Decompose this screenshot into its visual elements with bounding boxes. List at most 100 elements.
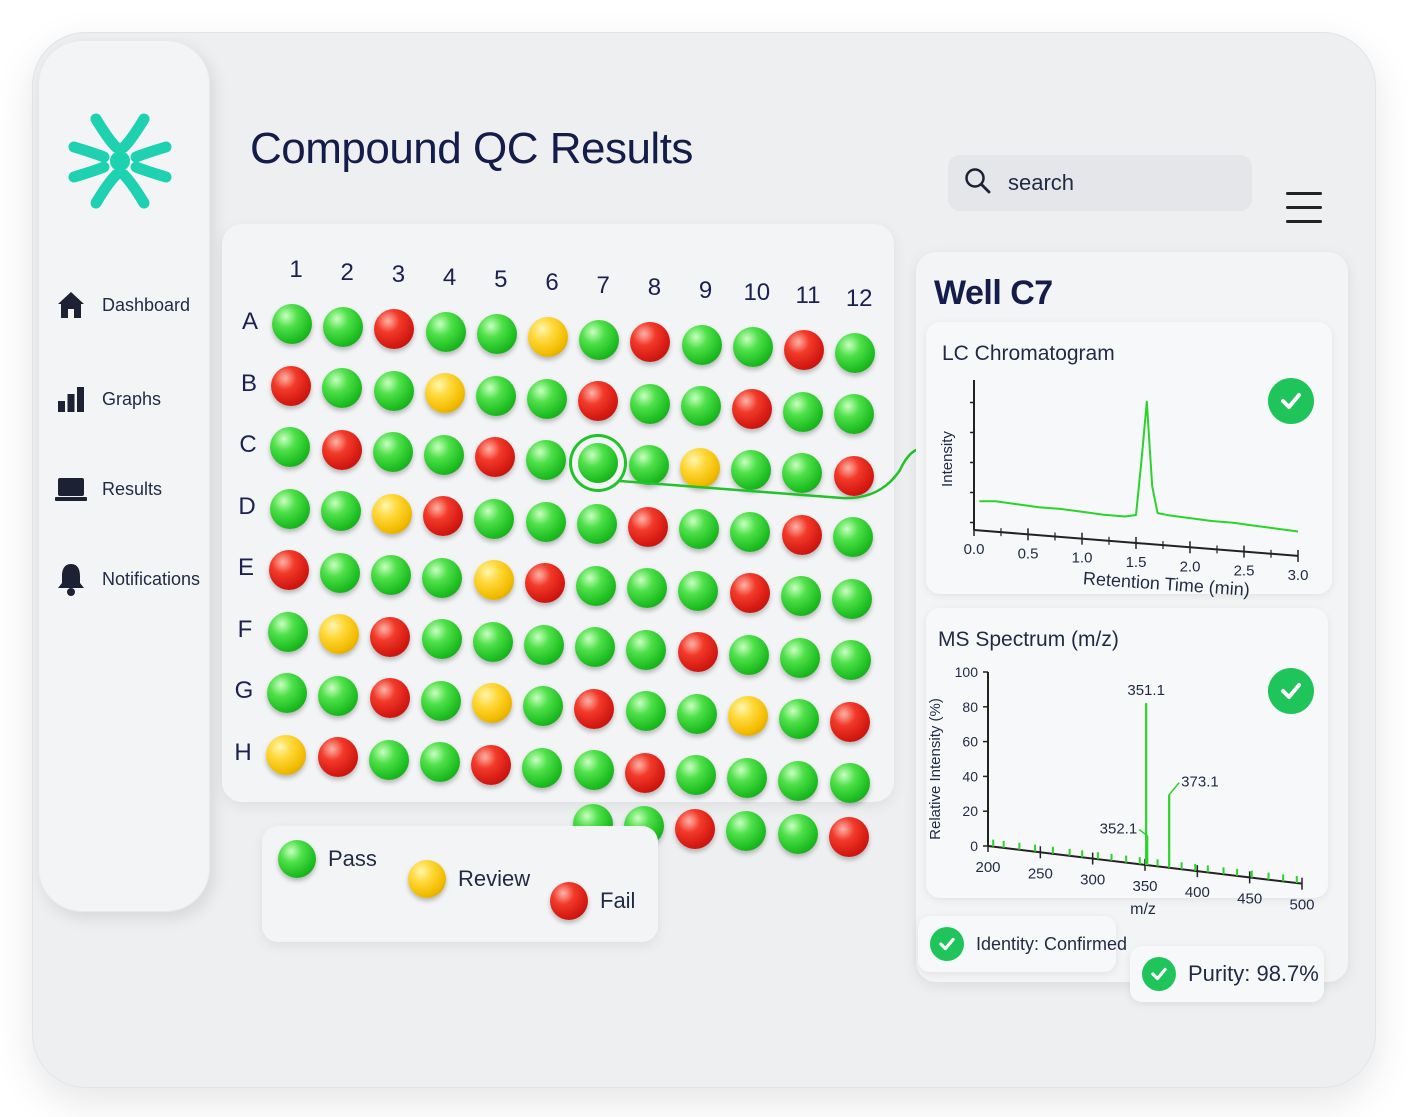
well-C3[interactable] xyxy=(372,432,413,473)
well-B11[interactable] xyxy=(783,391,824,432)
well-D3[interactable] xyxy=(372,493,412,534)
well-A2[interactable] xyxy=(323,306,364,347)
well-D12[interactable] xyxy=(832,517,873,558)
well-H3[interactable] xyxy=(368,739,409,780)
nav-item-results[interactable]: Results xyxy=(54,472,162,506)
well-F9[interactable] xyxy=(677,632,718,673)
well-E10[interactable] xyxy=(729,573,770,614)
well-G8[interactable] xyxy=(625,691,666,732)
well-G9[interactable] xyxy=(676,693,717,734)
well-B12[interactable] xyxy=(834,394,875,435)
well-F12[interactable] xyxy=(831,640,872,681)
well-A5[interactable] xyxy=(476,314,517,355)
well-G3[interactable] xyxy=(369,678,410,719)
well-E4[interactable] xyxy=(422,557,463,598)
well-F1[interactable] xyxy=(268,611,308,652)
well-H7[interactable] xyxy=(573,750,614,791)
well-D11[interactable] xyxy=(781,514,822,555)
well-F11[interactable] xyxy=(780,637,820,678)
search-bar[interactable] xyxy=(948,155,1252,211)
well-extra-5[interactable] xyxy=(777,814,818,854)
well-C2[interactable] xyxy=(321,429,362,470)
well-A10[interactable] xyxy=(732,327,773,368)
well-H4[interactable] xyxy=(420,742,460,783)
well-B10[interactable] xyxy=(732,388,772,429)
well-C5[interactable] xyxy=(475,437,516,478)
well-D8[interactable] xyxy=(628,506,668,547)
well-B3[interactable] xyxy=(373,370,414,411)
well-D6[interactable] xyxy=(525,501,566,542)
well-A4[interactable] xyxy=(425,311,466,352)
nav-item-notifications[interactable]: Notifications xyxy=(54,562,200,596)
well-C9[interactable] xyxy=(680,447,720,488)
well-E11[interactable] xyxy=(780,576,821,616)
well-F7[interactable] xyxy=(575,627,616,668)
well-E3[interactable] xyxy=(371,555,412,596)
well-F8[interactable] xyxy=(626,629,667,670)
well-F3[interactable] xyxy=(370,616,411,657)
well-G11[interactable] xyxy=(779,699,820,739)
well-G12[interactable] xyxy=(830,701,871,742)
well-D1[interactable] xyxy=(269,488,310,529)
well-extra-4[interactable] xyxy=(726,811,767,852)
well-B6[interactable] xyxy=(527,378,568,419)
well-G5[interactable] xyxy=(472,683,512,724)
well-B9[interactable] xyxy=(680,386,721,427)
well-C12[interactable] xyxy=(833,455,874,496)
well-E6[interactable] xyxy=(524,563,565,603)
well-G2[interactable] xyxy=(318,675,359,716)
nav-item-graphs[interactable]: Graphs xyxy=(54,382,161,416)
well-E8[interactable] xyxy=(627,568,668,609)
well-A3[interactable] xyxy=(374,309,415,350)
well-G6[interactable] xyxy=(523,686,564,726)
hamburger-icon[interactable] xyxy=(1284,190,1324,226)
search-input[interactable] xyxy=(1006,169,1230,197)
well-A8[interactable] xyxy=(630,322,671,363)
nav-item-dashboard[interactable]: Dashboard xyxy=(54,288,190,322)
well-G7[interactable] xyxy=(574,688,615,729)
well-A9[interactable] xyxy=(681,324,722,365)
well-A11[interactable] xyxy=(784,330,824,370)
well-C4[interactable] xyxy=(424,434,464,475)
well-E7[interactable] xyxy=(576,565,616,606)
well-B4[interactable] xyxy=(424,373,465,414)
well-C8[interactable] xyxy=(628,445,669,486)
well-E9[interactable] xyxy=(678,570,719,611)
well-H6[interactable] xyxy=(522,747,563,788)
well-H2[interactable] xyxy=(317,737,358,778)
well-H9[interactable] xyxy=(676,755,716,796)
well-extra-6[interactable] xyxy=(828,816,869,857)
well-G1[interactable] xyxy=(267,673,308,713)
well-F4[interactable] xyxy=(421,619,462,660)
well-B8[interactable] xyxy=(629,383,670,424)
well-G10[interactable] xyxy=(728,696,768,737)
well-F5[interactable] xyxy=(472,621,513,662)
well-C6[interactable] xyxy=(526,440,567,480)
well-A1[interactable] xyxy=(272,304,312,344)
well-B1[interactable] xyxy=(271,365,312,406)
well-A12[interactable] xyxy=(835,332,876,373)
well-B7[interactable] xyxy=(578,381,619,422)
well-D4[interactable] xyxy=(423,496,464,537)
well-E5[interactable] xyxy=(473,560,514,601)
well-B2[interactable] xyxy=(322,368,363,409)
well-H5[interactable] xyxy=(471,744,512,785)
well-E1[interactable] xyxy=(268,550,309,590)
well-H1[interactable] xyxy=(266,734,307,775)
well-D7[interactable] xyxy=(576,504,617,545)
well-E2[interactable] xyxy=(320,552,360,593)
well-D2[interactable] xyxy=(320,491,361,532)
well-D5[interactable] xyxy=(474,498,515,539)
well-F6[interactable] xyxy=(524,624,564,665)
well-E12[interactable] xyxy=(832,578,872,619)
well-H12[interactable] xyxy=(829,763,870,804)
well-F10[interactable] xyxy=(728,634,769,675)
well-H8[interactable] xyxy=(624,752,665,793)
well-A6[interactable] xyxy=(528,317,568,357)
well-D9[interactable] xyxy=(679,509,720,550)
well-D10[interactable] xyxy=(730,511,771,552)
well-B5[interactable] xyxy=(476,375,516,416)
well-F2[interactable] xyxy=(319,614,360,655)
well-H11[interactable] xyxy=(778,760,819,801)
well-extra-3[interactable] xyxy=(675,808,716,849)
